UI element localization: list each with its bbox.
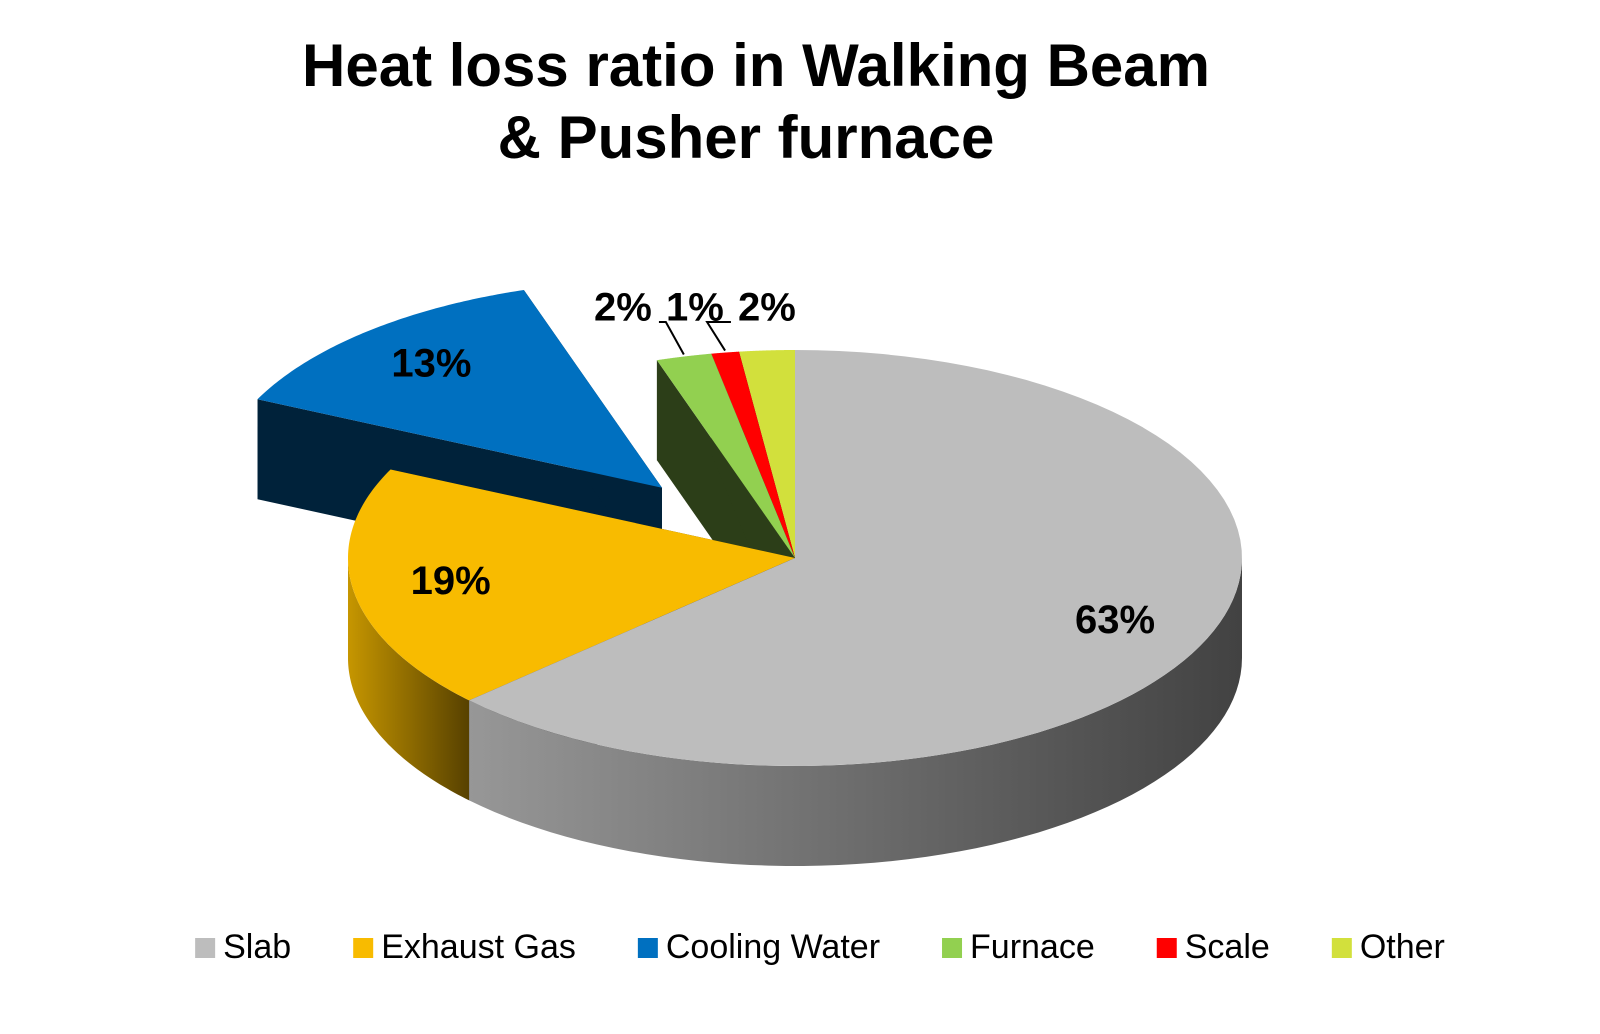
data-label: 2% <box>738 286 796 330</box>
legend-item: Exhaust Gas <box>353 928 576 966</box>
legend-item: Other <box>1331 928 1445 966</box>
legend-swatch <box>637 938 658 958</box>
legend-label: Scale <box>1185 928 1270 966</box>
legend-label: Exhaust Gas <box>381 928 576 966</box>
chart-title: & Pusher furnace <box>498 104 995 171</box>
legend-swatch <box>195 938 216 958</box>
legend-label: Furnace <box>970 928 1095 966</box>
chart-title: Heat loss ratio in Walking Beam <box>302 32 1210 99</box>
data-label: 1% <box>666 286 724 330</box>
slice <box>711 351 795 558</box>
slice-side <box>348 558 470 801</box>
legend-item: Scale <box>1156 928 1270 966</box>
legend-label: Slab <box>223 928 291 966</box>
legend-label: Other <box>1360 928 1445 966</box>
slice <box>257 289 662 488</box>
slice-side <box>469 558 1243 866</box>
data-label: 63% <box>1075 598 1155 642</box>
data-label: 19% <box>411 559 491 603</box>
leader-line <box>658 321 685 356</box>
slice <box>348 469 795 701</box>
slice <box>656 353 795 558</box>
legend-swatch <box>1156 938 1177 958</box>
leader-line <box>705 321 731 352</box>
legend-label: Cooling Water <box>666 928 880 966</box>
legend-item: Slab <box>195 928 291 966</box>
legend-swatch <box>942 938 963 958</box>
slice <box>469 350 1242 766</box>
legend-swatch <box>1331 938 1352 958</box>
data-label: 2% <box>594 286 652 330</box>
legend-swatch <box>353 938 374 958</box>
slice <box>738 350 795 558</box>
data-label: 13% <box>391 342 471 386</box>
legend-item: Cooling Water <box>637 928 880 966</box>
legend-item: Furnace <box>942 928 1095 966</box>
slice <box>469 350 1243 866</box>
